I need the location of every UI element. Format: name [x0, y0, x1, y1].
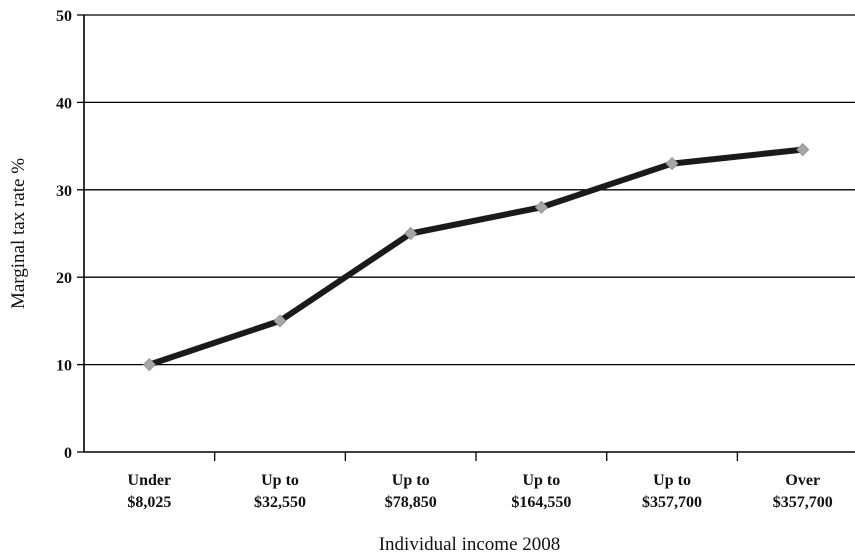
data-point-marker — [404, 226, 418, 241]
data-markers — [142, 143, 810, 372]
data-point-marker — [534, 200, 548, 214]
x-tick-label: Up to — [653, 472, 691, 489]
y-tick-label: 10 — [56, 358, 72, 375]
data-point-marker — [796, 143, 810, 157]
data-point-marker — [273, 314, 287, 328]
x-tick-label: Up to — [392, 472, 430, 489]
y-tick-label: 20 — [56, 270, 72, 287]
y-axis-ticks: 0 10 20 30 40 50 — [56, 8, 84, 462]
y-tick-label: 40 — [56, 95, 72, 112]
data-point-marker — [142, 358, 156, 372]
x-tick-label: Over — [785, 472, 820, 489]
y-tick-label: 0 — [64, 445, 72, 462]
x-axis-ticks: Under $8,025 Up to $32,550 Up to $78,850 Up to… — [127, 452, 833, 511]
gridlines — [84, 14, 855, 366]
x-tick-label: Up to — [522, 472, 560, 489]
x-tick-label: Under — [128, 472, 172, 489]
x-tick-label: Up to — [261, 472, 299, 489]
x-tick-label: $357,700 — [642, 494, 702, 511]
series-line — [146, 146, 806, 368]
x-tick-label: $357,700 — [773, 494, 833, 511]
x-tick-label: $164,550 — [511, 494, 571, 511]
data-point-marker — [665, 157, 679, 171]
y-axis-title: Marginal tax rate % — [8, 158, 29, 309]
x-tick-label: $32,550 — [254, 494, 306, 511]
y-tick-label: 30 — [56, 183, 72, 200]
x-axis-title: Individual income 2008 — [379, 534, 561, 555]
x-tick-label: $78,850 — [385, 494, 437, 511]
y-tick-label: 50 — [56, 8, 72, 25]
x-tick-label: $8,025 — [127, 494, 171, 511]
